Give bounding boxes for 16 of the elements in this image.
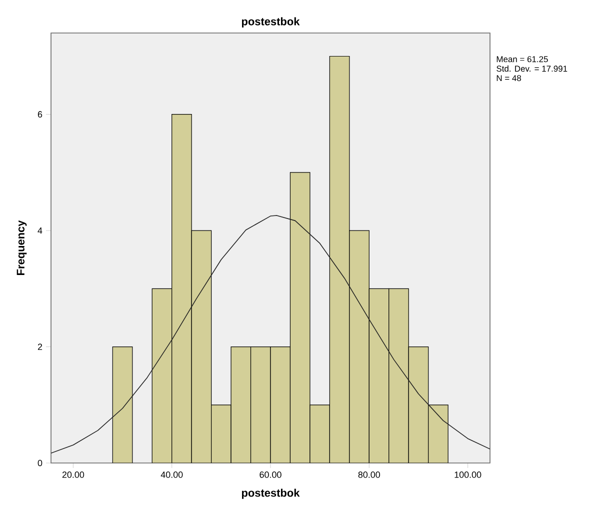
- text: Std. Dev. = 17.991: [496, 65, 568, 72]
- x-tick-label: 100.00: [454, 472, 482, 478]
- y-axis-title: Frequency: [16, 220, 27, 275]
- x-tick-label: 20.00: [62, 472, 84, 478]
- text: Mean = 61.25: [496, 56, 548, 62]
- x-tick-label: 60.00: [260, 472, 282, 478]
- line-series: [51, 215, 490, 454]
- y-tick-label: 6: [38, 111, 42, 118]
- x-tick-label: 80.00: [358, 472, 380, 478]
- y-tick-label: 2: [38, 344, 42, 350]
- chart-title: postestbok: [242, 17, 300, 28]
- y-tick-label: 4: [38, 227, 42, 234]
- x-axis-title: postestbok: [242, 488, 300, 499]
- text: N = 48: [496, 75, 522, 82]
- y-tick-label: 0: [38, 460, 42, 466]
- x-tick-label: 40.00: [160, 472, 183, 478]
